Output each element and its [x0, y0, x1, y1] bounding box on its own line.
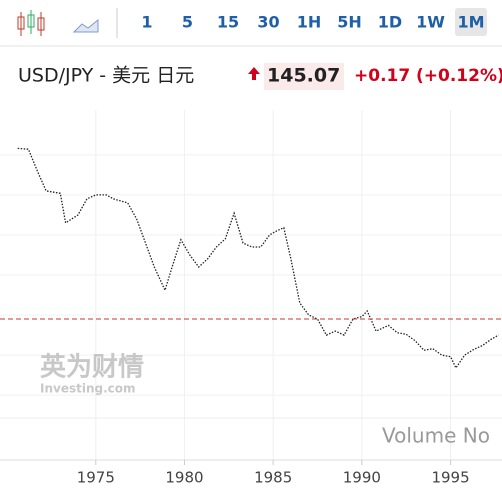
- chart-title: USD/JPY - 美元 日元: [18, 65, 194, 87]
- price-change-percent: (+0.12%): [416, 66, 502, 86]
- up-arrow: [248, 67, 260, 80]
- interval-button[interactable]: 1W: [416, 13, 445, 32]
- price-highlight: [264, 63, 344, 90]
- x-tick-label: 1975: [77, 469, 115, 487]
- icon-body: [27, 14, 35, 28]
- interval-button[interactable]: 30: [257, 13, 279, 32]
- x-tick-label: 1980: [165, 469, 203, 487]
- interval-button[interactable]: 1H: [297, 13, 322, 32]
- candle-icon[interactable]: [17, 10, 45, 36]
- price-line: [17, 147, 499, 370]
- x-tick-label: 1995: [431, 469, 469, 487]
- current-price: 145.07: [267, 65, 340, 87]
- x-tick-label: 1990: [343, 469, 381, 487]
- x-tick-label: 1985: [254, 469, 292, 487]
- icon-body: [17, 16, 25, 30]
- price-change: +0.17: [354, 66, 410, 86]
- icon-body: [37, 17, 45, 31]
- watermark-brand: 英为财情: [40, 353, 144, 383]
- area-icon[interactable]: [72, 18, 99, 33]
- selected-interval-bg: [455, 8, 487, 36]
- interval-button[interactable]: 1D: [378, 13, 402, 32]
- interval-button[interactable]: 15: [217, 13, 239, 32]
- volume-label: Volume No: [382, 424, 490, 448]
- watermark-site: Investing.com: [40, 382, 136, 396]
- interval-button[interactable]: 5H: [337, 13, 362, 32]
- interval-button[interactable]: 5: [182, 13, 193, 32]
- interval-button[interactable]: 1: [141, 13, 152, 32]
- interval-button[interactable]: 1M: [457, 13, 484, 32]
